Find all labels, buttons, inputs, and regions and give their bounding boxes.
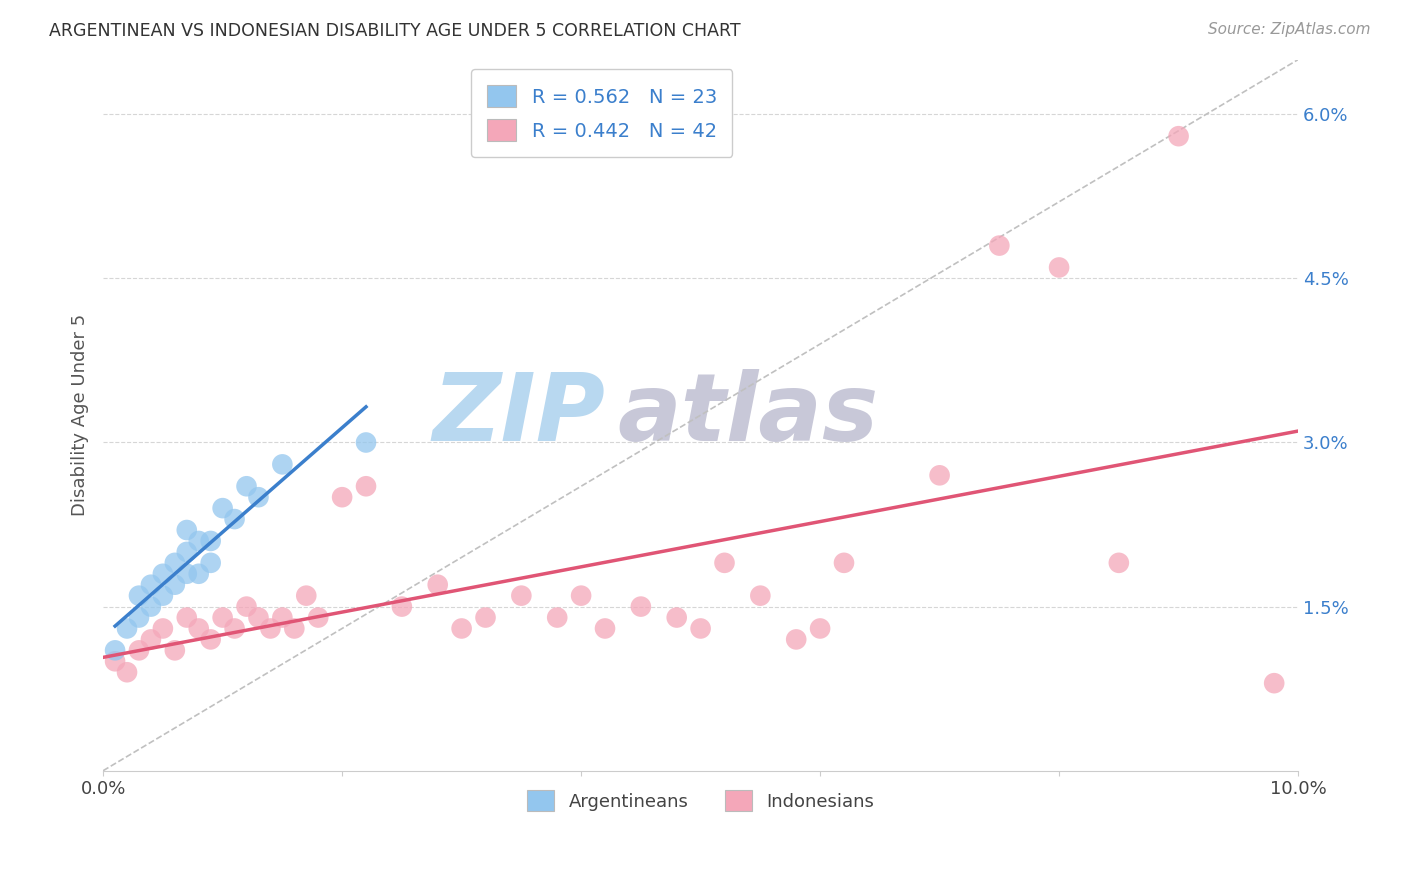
Point bbox=[283, 622, 305, 636]
Point bbox=[152, 589, 174, 603]
Point bbox=[163, 556, 186, 570]
Point bbox=[224, 512, 246, 526]
Point bbox=[176, 610, 198, 624]
Point bbox=[187, 622, 209, 636]
Point bbox=[139, 578, 162, 592]
Text: atlas: atlas bbox=[617, 369, 879, 461]
Point bbox=[200, 556, 222, 570]
Point bbox=[307, 610, 329, 624]
Point bbox=[450, 622, 472, 636]
Text: ZIP: ZIP bbox=[432, 369, 605, 461]
Point bbox=[163, 643, 186, 657]
Point bbox=[128, 589, 150, 603]
Point bbox=[104, 643, 127, 657]
Point bbox=[176, 523, 198, 537]
Point bbox=[928, 468, 950, 483]
Point bbox=[1047, 260, 1070, 275]
Point bbox=[247, 610, 270, 624]
Text: ARGENTINEAN VS INDONESIAN DISABILITY AGE UNDER 5 CORRELATION CHART: ARGENTINEAN VS INDONESIAN DISABILITY AGE… bbox=[49, 22, 741, 40]
Point bbox=[1167, 129, 1189, 144]
Point bbox=[689, 622, 711, 636]
Point bbox=[785, 632, 807, 647]
Point bbox=[176, 566, 198, 581]
Point bbox=[665, 610, 688, 624]
Point bbox=[988, 238, 1011, 252]
Point bbox=[139, 599, 162, 614]
Point bbox=[152, 566, 174, 581]
Point bbox=[546, 610, 568, 624]
Point bbox=[115, 622, 138, 636]
Point bbox=[235, 599, 257, 614]
Point bbox=[187, 566, 209, 581]
Point bbox=[224, 622, 246, 636]
Point bbox=[211, 501, 233, 516]
Point bbox=[510, 589, 533, 603]
Point bbox=[808, 622, 831, 636]
Point bbox=[1108, 556, 1130, 570]
Point bbox=[163, 578, 186, 592]
Point bbox=[832, 556, 855, 570]
Point bbox=[354, 435, 377, 450]
Point bbox=[104, 654, 127, 668]
Point bbox=[713, 556, 735, 570]
Point bbox=[295, 589, 318, 603]
Point bbox=[247, 490, 270, 504]
Point bbox=[211, 610, 233, 624]
Point bbox=[474, 610, 496, 624]
Point bbox=[391, 599, 413, 614]
Point bbox=[152, 622, 174, 636]
Point bbox=[115, 665, 138, 680]
Point bbox=[271, 610, 294, 624]
Point bbox=[569, 589, 592, 603]
Point bbox=[176, 545, 198, 559]
Point bbox=[200, 533, 222, 548]
Point bbox=[200, 632, 222, 647]
Text: Source: ZipAtlas.com: Source: ZipAtlas.com bbox=[1208, 22, 1371, 37]
Y-axis label: Disability Age Under 5: Disability Age Under 5 bbox=[72, 314, 89, 516]
Point bbox=[426, 578, 449, 592]
Point bbox=[593, 622, 616, 636]
Point bbox=[354, 479, 377, 493]
Point bbox=[139, 632, 162, 647]
Point bbox=[271, 458, 294, 472]
Point bbox=[259, 622, 281, 636]
Legend: Argentineans, Indonesians: Argentineans, Indonesians bbox=[513, 776, 889, 826]
Point bbox=[1263, 676, 1285, 690]
Point bbox=[128, 643, 150, 657]
Point bbox=[128, 610, 150, 624]
Point bbox=[187, 533, 209, 548]
Point bbox=[235, 479, 257, 493]
Point bbox=[630, 599, 652, 614]
Point bbox=[330, 490, 353, 504]
Point bbox=[749, 589, 772, 603]
